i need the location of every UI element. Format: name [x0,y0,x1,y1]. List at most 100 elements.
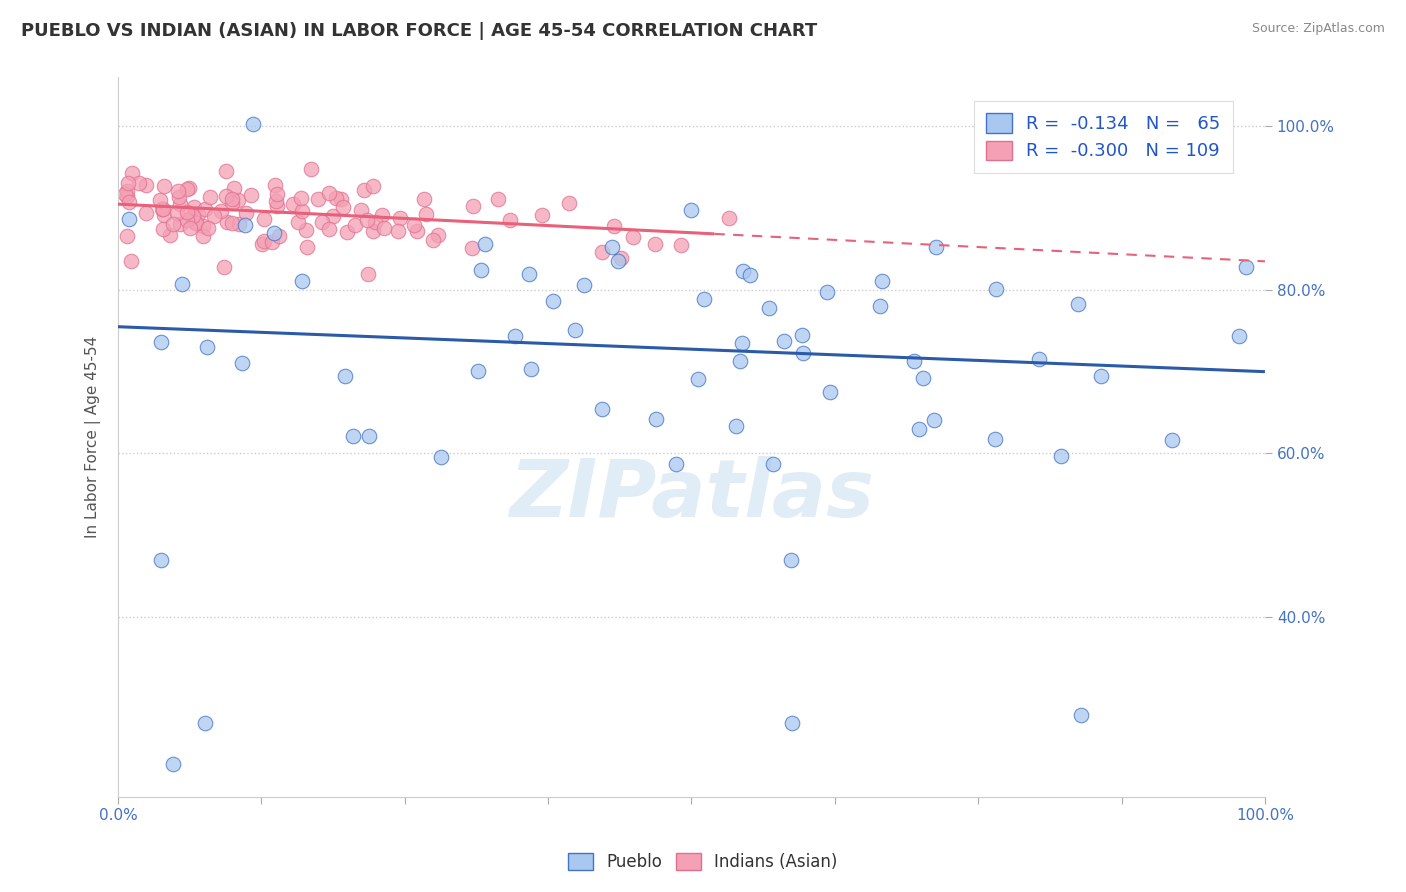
Point [169,217,191,231]
Point [184,214,207,228]
Point [412,192,434,206]
Point [121,166,143,180]
Point [307,192,329,206]
Point [572,277,595,292]
Point [718,211,741,225]
Point [693,292,716,306]
Point [233,219,256,233]
Point [169,197,191,211]
Point [221,192,243,206]
Point [318,222,340,236]
Point [610,252,633,266]
Point [1028,352,1050,367]
Point [361,224,384,238]
Point [149,334,172,349]
Y-axis label: In Labor Force | Age 45-54: In Labor Force | Age 45-54 [86,336,101,538]
Point [1067,297,1090,311]
Point [299,162,322,177]
Point [166,206,188,220]
Point [558,196,581,211]
Point [336,225,359,239]
Point [149,552,172,566]
Point [186,216,208,230]
Point [221,216,243,230]
Point [644,236,666,251]
Point [162,217,184,231]
Point [427,227,450,242]
Legend: Pueblo, Indians (Asian): Pueblo, Indians (Asian) [560,845,846,880]
Point [135,206,157,220]
Point [167,184,190,198]
Point [1160,434,1182,448]
Point [1070,708,1092,723]
Point [215,215,238,229]
Point [1191,138,1213,153]
Point [152,179,174,194]
Point [1049,449,1071,463]
Point [371,208,394,222]
Point [149,193,172,207]
Point [291,274,314,288]
Point [779,552,801,566]
Point [815,285,838,299]
Point [541,293,564,308]
Point [202,209,225,223]
Point [152,202,174,216]
Point [869,299,891,313]
Point [197,220,219,235]
Point [263,178,285,192]
Point [908,422,931,436]
Point [762,458,785,472]
Point [1227,329,1250,343]
Point [405,224,427,238]
Point [780,716,803,731]
Point [911,371,934,385]
Point [430,450,453,464]
Point [118,211,141,226]
Point [115,188,138,202]
Point [342,429,364,443]
Point [724,418,747,433]
Point [361,178,384,193]
Point [332,200,354,214]
Point [986,282,1008,296]
Point [517,267,540,281]
Point [758,301,780,316]
Point [688,371,710,385]
Point [730,354,752,368]
Point [267,229,290,244]
Point [422,233,444,247]
Point [167,190,190,204]
Point [117,228,139,243]
Point [266,199,288,213]
Point [730,336,752,351]
Point [738,268,761,282]
Point [179,220,201,235]
Point [295,239,318,253]
Point [128,177,150,191]
Point [287,215,309,229]
Point [356,213,378,227]
Point [591,401,613,416]
Point [463,199,485,213]
Point [222,181,245,195]
Point [176,205,198,219]
Point [214,260,236,274]
Point [922,413,945,427]
Point [818,384,841,399]
Point [318,186,340,200]
Point [187,207,209,221]
Point [281,197,304,211]
Point [152,222,174,236]
Legend: R =  -0.134   N =   65, R =  -0.300   N = 109: R = -0.134 N = 65, R = -0.300 N = 109 [974,101,1233,173]
Point [240,187,263,202]
Point [260,235,283,249]
Point [231,356,253,370]
Point [291,204,314,219]
Point [903,353,925,368]
Point [150,202,173,216]
Point [592,245,614,260]
Point [176,182,198,196]
Point [191,219,214,234]
Point [645,411,668,425]
